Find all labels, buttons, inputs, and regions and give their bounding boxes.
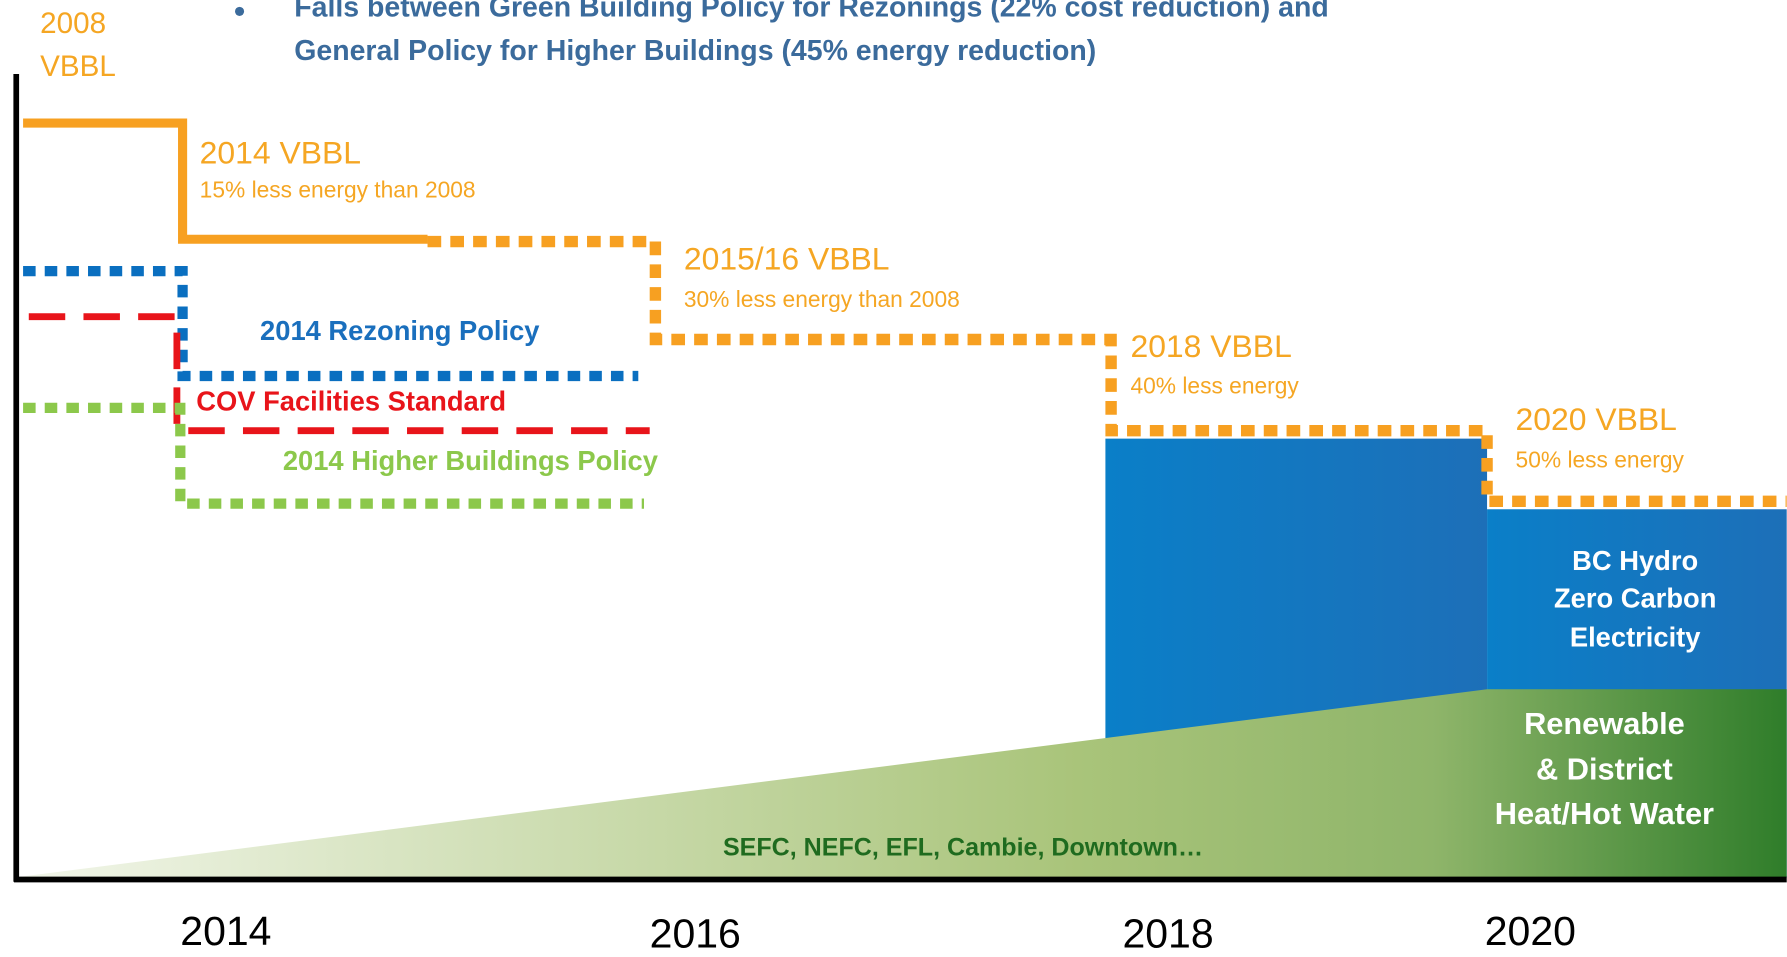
policy-label: COV Facilities Standard — [196, 386, 506, 417]
hydro-label: BC Hydro — [1572, 545, 1698, 576]
step-note: 30% less energy than 2008 — [684, 286, 960, 312]
renewable-label: Renewable — [1524, 706, 1685, 741]
policy-label: 2014 Rezoning Policy — [260, 315, 540, 346]
step-note: 15% less energy than 2008 — [200, 176, 476, 202]
header-label: VBBL — [40, 50, 116, 83]
step-note: 40% less energy — [1130, 372, 1299, 398]
renewable-label: Heat/Hot Water — [1495, 796, 1714, 831]
year-label: 2018 — [1122, 910, 1213, 956]
vbbl-2014-line — [23, 118, 428, 244]
hydro-label: Zero Carbon — [1554, 583, 1716, 614]
year-label: 2014 — [180, 908, 271, 954]
step-title: 2015/16 VBBL — [684, 240, 890, 276]
higher-buildings-line — [23, 402, 644, 509]
bullet-text: General Policy for Higher Buildings (45%… — [294, 35, 1096, 67]
cov-line — [28, 313, 650, 435]
year-label: 2020 — [1485, 908, 1576, 954]
hydro-label: Electricity — [1570, 621, 1701, 652]
bullet-text: Falls between Green Building Policy for … — [294, 0, 1329, 24]
vbbl-future-line — [427, 235, 1787, 507]
step-note: 50% less energy — [1516, 446, 1685, 472]
district-label: SEFC, NEFC, EFL, Cambie, Downtown… — [723, 833, 1203, 861]
step-title: 2014 VBBL — [200, 134, 361, 170]
district-wedge — [16, 689, 1787, 878]
step-title: 2018 VBBL — [1130, 328, 1291, 364]
year-label: 2016 — [650, 910, 741, 956]
policy-label: 2014 Higher Buildings Policy — [283, 445, 659, 476]
bullet-dot — [234, 6, 245, 16]
header-label: 2008 — [40, 7, 106, 40]
renewable-label: & District — [1536, 751, 1673, 786]
step-title: 2020 VBBL — [1516, 401, 1677, 437]
